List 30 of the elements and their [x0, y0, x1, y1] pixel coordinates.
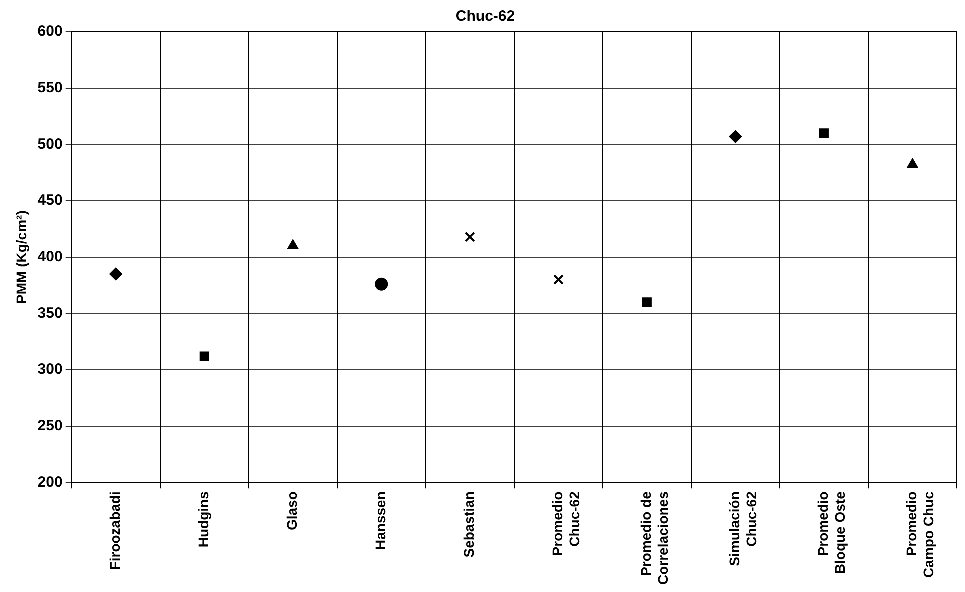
- y-tick-label: 200: [38, 474, 63, 491]
- point: [375, 278, 388, 291]
- y-tick-label: 550: [38, 79, 63, 96]
- y-tick-label: 450: [38, 192, 63, 210]
- point: [287, 240, 299, 250]
- x-tick-label: Hanssen: [372, 492, 388, 550]
- x-tick-label: Hudgins: [195, 491, 212, 548]
- x-tick-label: Sebastian: [461, 492, 478, 558]
- y-axis-title: PMM (Kg/cm²): [13, 210, 30, 304]
- point: [553, 274, 564, 286]
- chart-title: Chuc-62: [456, 8, 516, 26]
- x-tick-label: Promedio Campo Chuc: [904, 491, 936, 578]
- y-tick-label: 600: [38, 23, 63, 40]
- x-tick-label: Firoozabadi: [106, 492, 123, 570]
- x-tick-label: Promedio de Correlaciones: [638, 491, 671, 586]
- y-tick-label: 400: [38, 248, 63, 266]
- point: [110, 268, 123, 281]
- y-tick-label: 500: [38, 136, 63, 153]
- x-tick-label: Simulación Chuc-62: [726, 491, 760, 566]
- point: [819, 128, 829, 138]
- x-tick-label: Promedio Chuc-62: [550, 491, 582, 556]
- y-tick-label: 350: [38, 304, 63, 322]
- point: [729, 130, 742, 144]
- point: [642, 298, 652, 308]
- y-tick-label: 300: [38, 361, 63, 378]
- point: [200, 352, 210, 362]
- x-tick-label: Promedio Bloque Oste: [815, 491, 848, 574]
- point: [464, 232, 476, 242]
- x-tick-label: Glaso: [284, 492, 300, 531]
- y-tick-label: 250: [38, 417, 63, 434]
